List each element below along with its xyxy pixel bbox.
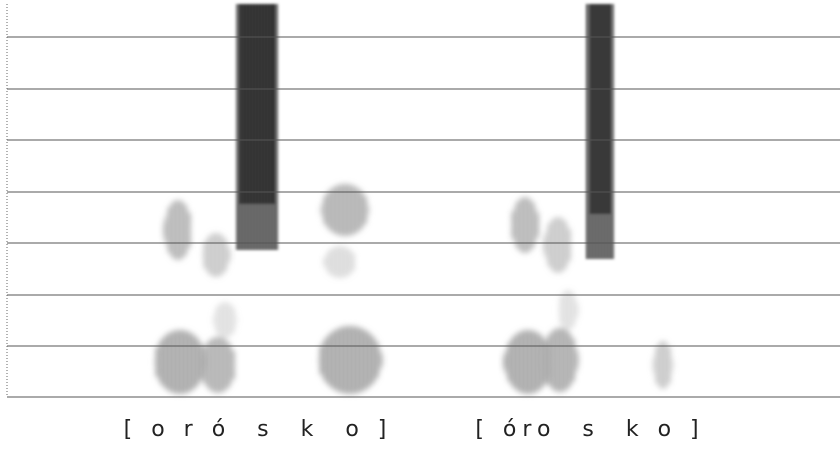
frequency-lines [7,36,840,398]
transcription: [ óro s k o ] [475,417,704,442]
frication-1 [236,4,278,250]
frication-2 [586,4,614,259]
transcription: [ o r ó s k o ] [124,417,393,442]
